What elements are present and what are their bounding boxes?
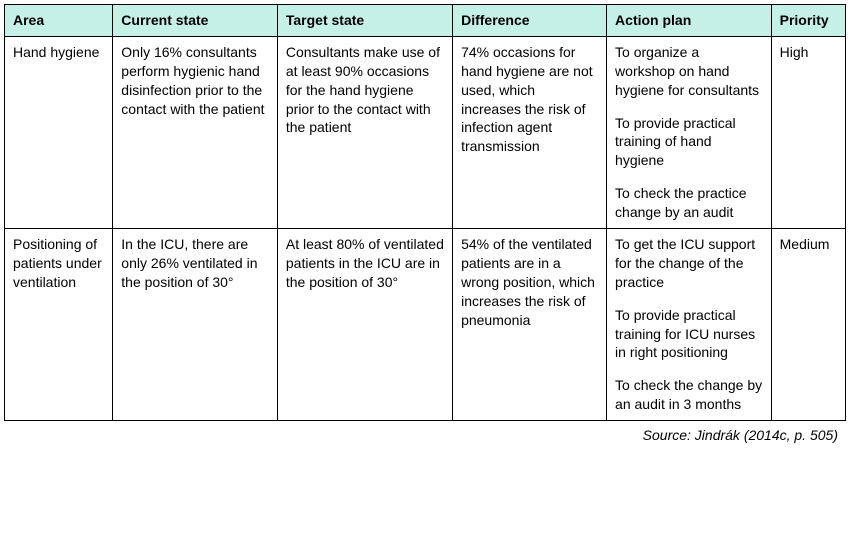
cell-target: Consultants make use of at least 90% occ… bbox=[277, 36, 452, 228]
action-item: To get the ICU support for the change of… bbox=[615, 235, 763, 292]
cell-target: At least 80% of ventilated patients in t… bbox=[277, 229, 452, 421]
gap-analysis-table: Area Current state Target state Differen… bbox=[4, 4, 846, 421]
action-item: To check the change by an audit in 3 mon… bbox=[615, 376, 763, 414]
action-item: To organize a workshop on hand hygiene f… bbox=[615, 43, 763, 100]
action-item: To provide practical training for ICU nu… bbox=[615, 306, 763, 363]
col-header-target: Target state bbox=[277, 5, 452, 37]
table-row: Hand hygiene Only 16% consultants perfor… bbox=[5, 36, 846, 228]
cell-priority: Medium bbox=[771, 229, 845, 421]
col-header-current: Current state bbox=[113, 5, 278, 37]
action-item: To check the practice change by an audit bbox=[615, 184, 763, 222]
action-item: To provide practical training of hand hy… bbox=[615, 114, 763, 171]
cell-diff: 54% of the ventilated patients are in a … bbox=[453, 229, 607, 421]
cell-diff: 74% occasions for hand hygiene are not u… bbox=[453, 36, 607, 228]
cell-action: To get the ICU support for the change of… bbox=[607, 229, 772, 421]
col-header-priority: Priority bbox=[771, 5, 845, 37]
col-header-area: Area bbox=[5, 5, 113, 37]
col-header-action: Action plan bbox=[607, 5, 772, 37]
source-citation: Source: Jindrák (2014c, p. 505) bbox=[4, 427, 846, 443]
cell-priority: High bbox=[771, 36, 845, 228]
cell-area: Positioning of patients under ventilatio… bbox=[5, 229, 113, 421]
cell-area: Hand hygiene bbox=[5, 36, 113, 228]
table-row: Positioning of patients under ventilatio… bbox=[5, 229, 846, 421]
cell-current: In the ICU, there are only 26% ventilate… bbox=[113, 229, 278, 421]
table-header-row: Area Current state Target state Differen… bbox=[5, 5, 846, 37]
cell-action: To organize a workshop on hand hygiene f… bbox=[607, 36, 772, 228]
col-header-diff: Difference bbox=[453, 5, 607, 37]
cell-current: Only 16% consultants perform hygienic ha… bbox=[113, 36, 278, 228]
